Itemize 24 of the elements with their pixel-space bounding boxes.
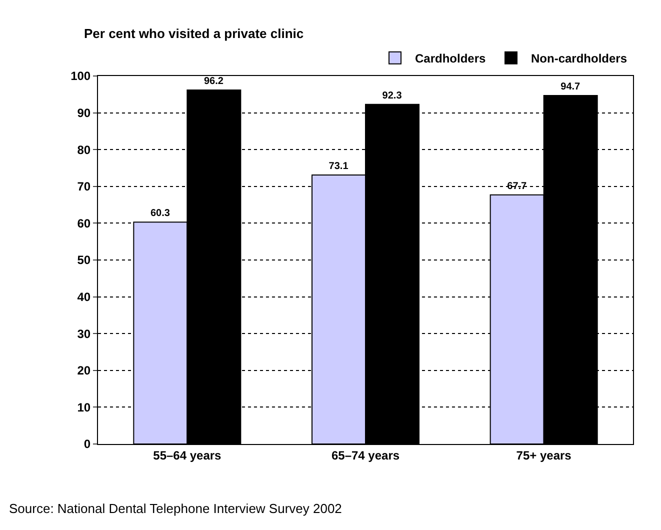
- y-tick-label: 90: [77, 106, 91, 120]
- source-note: Source: National Dental Telephone Interview Survey 2002: [9, 501, 342, 516]
- y-tick-label: 0: [84, 437, 91, 452]
- data-label: 60.3: [150, 208, 170, 220]
- data-label: 94.7: [560, 82, 581, 92]
- y-tick-label: 60: [77, 216, 91, 230]
- y-tick-label: 100: [70, 69, 91, 84]
- y-tick-label: 80: [77, 142, 91, 157]
- data-label: 67.7: [507, 180, 528, 192]
- x-tick-label: 65–74 years: [331, 448, 400, 462]
- data-label: 96.2: [204, 76, 224, 87]
- y-tick-label: 20: [77, 364, 91, 378]
- legend-label: Cardholders: [415, 52, 486, 66]
- data-label: 73.1: [328, 160, 349, 172]
- legend-label: Non-cardholders: [531, 52, 628, 66]
- x-tick-label: 75+ years: [516, 448, 572, 462]
- x-tick-label: 55–64 years: [153, 448, 222, 462]
- y-axis-title: Per cent who visited a private clinic: [84, 26, 304, 41]
- y-tick-label: 30: [77, 326, 91, 341]
- y-tick-label: 50: [77, 253, 91, 268]
- data-label: 92.3: [382, 90, 402, 102]
- y-tick-label: 70: [77, 180, 91, 194]
- y-tick-label: 40: [77, 290, 91, 304]
- y-tick-label: 10: [77, 400, 91, 414]
